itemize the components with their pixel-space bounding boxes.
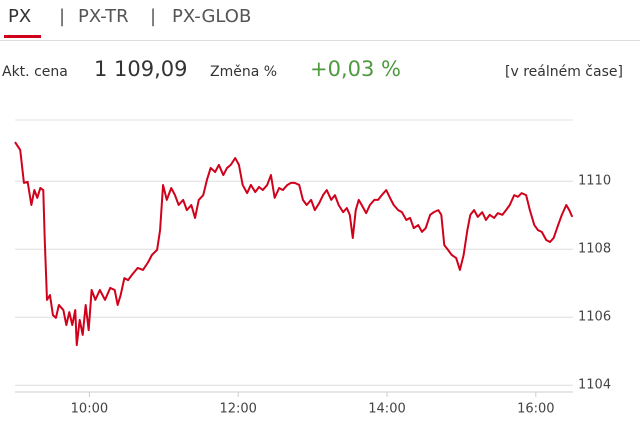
y-tick-label: 1108: [578, 242, 611, 257]
change-label: Změna %: [210, 64, 278, 80]
price: 1 109,09: [94, 57, 188, 81]
separator: |: [150, 6, 157, 27]
y-tick-label: 1106: [578, 310, 611, 325]
x-tick-label: 12:00: [219, 402, 256, 417]
realtime[interactable]: [v reálném čase]: [505, 64, 623, 80]
tab-bar: PX | PX-TR | PX-GLOB: [0, 0, 640, 41]
price-label: Akt. cena: [2, 64, 68, 80]
y-tick-label: 1104: [578, 378, 611, 393]
tab[interactable]: PX-TR: [78, 6, 129, 27]
x-tick-label: 14:00: [368, 402, 405, 417]
price-line: [14, 141, 574, 347]
x-tick-label: 10:00: [71, 402, 108, 417]
change: +0,03 %: [310, 57, 401, 81]
x-tick-label: 16:00: [517, 402, 554, 417]
tab[interactable]: PX: [4, 6, 42, 38]
separator: |: [59, 6, 66, 27]
y-tick-label: 1110: [578, 174, 611, 189]
tab[interactable]: PX-GLOB: [172, 6, 252, 27]
